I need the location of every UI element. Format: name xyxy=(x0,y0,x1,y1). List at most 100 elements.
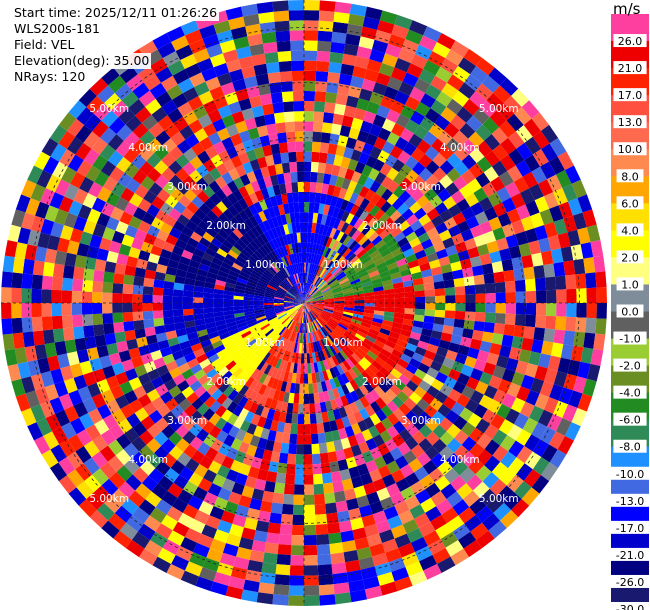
velocity-gate xyxy=(488,67,507,86)
velocity-gate xyxy=(425,174,440,189)
velocity-gate xyxy=(237,198,249,210)
velocity-gate xyxy=(295,303,304,309)
velocity-gate xyxy=(287,265,294,276)
velocity-gate xyxy=(304,282,307,293)
velocity-gate xyxy=(179,466,194,481)
velocity-gate xyxy=(373,455,387,470)
velocity-gate xyxy=(440,531,459,548)
velocity-gate xyxy=(332,376,341,388)
velocity-gate xyxy=(324,163,334,175)
velocity-gate xyxy=(116,340,129,353)
velocity-gate xyxy=(274,574,290,586)
velocity-gate xyxy=(216,274,228,283)
velocity-gate xyxy=(84,256,97,270)
velocity-gate xyxy=(202,185,216,198)
velocity-gate xyxy=(315,277,322,287)
velocity-gate xyxy=(202,408,216,421)
velocity-gate xyxy=(369,249,381,259)
velocity-gate xyxy=(147,253,160,264)
velocity-gate xyxy=(556,303,567,317)
velocity-gate xyxy=(228,328,240,336)
velocity-gate xyxy=(203,433,216,447)
velocity-gate xyxy=(193,247,206,258)
velocity-gate xyxy=(309,285,315,295)
velocity-gate xyxy=(103,323,115,335)
velocity-gate xyxy=(297,332,301,344)
velocity-gate xyxy=(253,295,265,299)
velocity-gate xyxy=(290,50,304,61)
elevation-text: Elevation(deg): 35.00 xyxy=(12,53,152,69)
velocity-gate xyxy=(436,499,453,515)
velocity-gate xyxy=(304,296,313,303)
velocity-gate xyxy=(369,91,384,105)
velocity-gate xyxy=(343,292,354,297)
velocity-gate xyxy=(483,424,499,440)
velocity-gate xyxy=(442,325,454,335)
velocity-gate xyxy=(254,311,265,317)
velocity-gate xyxy=(563,330,576,346)
velocity-gate xyxy=(226,401,238,414)
velocity-gate xyxy=(344,330,355,339)
velocity-gate xyxy=(324,272,333,282)
velocity-gate xyxy=(314,300,325,303)
velocity-gate xyxy=(294,273,299,284)
velocity-gate xyxy=(352,316,363,322)
velocity-gate xyxy=(312,253,318,264)
colorbar-tick-bg xyxy=(610,574,650,588)
velocity-gate xyxy=(381,451,395,465)
velocity-gate xyxy=(203,292,214,299)
velocity-gate xyxy=(198,390,212,403)
velocity-gate xyxy=(293,202,300,213)
velocity-gate xyxy=(357,463,370,476)
velocity-gate xyxy=(389,384,402,396)
velocity-gate xyxy=(422,459,438,475)
velocity-gate xyxy=(157,475,174,491)
velocity-gate xyxy=(251,540,267,553)
velocity-gate xyxy=(267,376,276,388)
velocity-gate xyxy=(516,446,533,464)
velocity-gate xyxy=(294,303,304,307)
velocity-gate xyxy=(327,262,336,272)
velocity-gate xyxy=(201,67,218,82)
velocity-gate xyxy=(270,345,279,356)
velocity-gate xyxy=(501,197,517,213)
velocity-gate xyxy=(112,292,123,303)
velocity-gate xyxy=(292,362,298,374)
velocity-gate xyxy=(74,254,87,269)
velocity-gate xyxy=(134,407,149,422)
velocity-gate xyxy=(316,172,325,184)
velocity-gate xyxy=(155,130,171,146)
velocity-gate xyxy=(465,294,476,303)
velocity-gate xyxy=(306,343,310,354)
velocity-gate xyxy=(285,306,295,312)
velocity-gate xyxy=(324,215,333,227)
velocity-gate xyxy=(470,368,484,382)
velocity-gate xyxy=(391,197,404,211)
velocity-gate xyxy=(214,252,226,262)
velocity-gate xyxy=(405,119,420,134)
velocity-gate xyxy=(344,297,355,301)
velocity-gate xyxy=(62,327,75,341)
velocity-gate xyxy=(234,312,245,318)
velocity-gate xyxy=(141,475,158,492)
velocity-gate xyxy=(275,290,286,296)
velocity-gate xyxy=(351,475,364,489)
velocity-gate xyxy=(209,221,222,234)
velocity-gate xyxy=(353,293,365,298)
velocity-gate xyxy=(143,233,157,246)
velocity-gate xyxy=(246,507,260,521)
velocity-gate xyxy=(266,61,280,74)
velocity-gate xyxy=(310,274,315,285)
velocity-gate xyxy=(79,413,95,430)
velocity-gate xyxy=(258,260,269,270)
velocity-gate xyxy=(250,226,260,238)
velocity-gate xyxy=(229,68,244,83)
velocity-gate xyxy=(164,323,176,333)
velocity-gate xyxy=(276,421,286,433)
velocity-gate xyxy=(465,303,476,312)
velocity-gate xyxy=(343,43,359,57)
velocity-gate xyxy=(380,247,392,258)
velocity-gate xyxy=(339,336,350,346)
velocity-gate xyxy=(459,184,474,199)
velocity-gate xyxy=(331,31,347,44)
